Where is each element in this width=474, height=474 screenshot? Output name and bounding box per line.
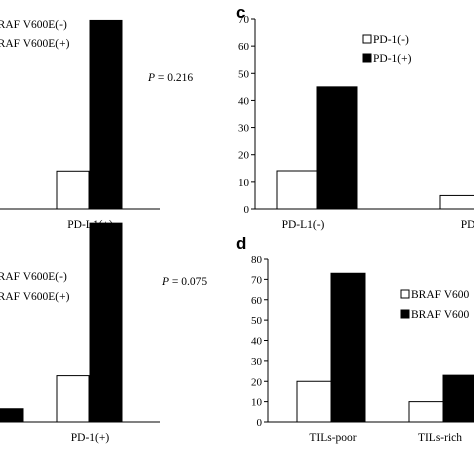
legend-swatch-d-1 xyxy=(400,309,410,319)
y-tick-label-c-5: 50 xyxy=(238,68,250,80)
category-label-c-0: PD-L1(-) xyxy=(282,219,325,231)
category-label-d-1: TILs-rich xyxy=(418,432,462,444)
y-tick-label-d-4: 40 xyxy=(251,336,263,348)
legend-label-a-1: BRAF V600E(+) xyxy=(0,38,70,50)
bar-d-s1-c1 xyxy=(442,374,474,423)
legend-swatch-c-1 xyxy=(362,53,372,63)
legend-label-d-1: BRAF V600 xyxy=(411,309,470,321)
chart-panel-d: TILs-poor TILs-rich 0 10 20 30 40 50 60 70 80 BRAF … xyxy=(251,254,474,444)
panel-label-c: c xyxy=(236,3,245,22)
bar-b-s1-c1 xyxy=(89,222,123,423)
category-label-c-1: PD- xyxy=(461,219,474,231)
p-value-b: P = 0.075 xyxy=(161,276,207,288)
y-tick-label-d-3: 30 xyxy=(251,356,263,368)
y-tick-label-d-2: 20 xyxy=(251,376,263,388)
y-tick-label-c-4: 40 xyxy=(238,95,250,107)
y-tick-label-c-6: 60 xyxy=(238,41,250,53)
y-tick-label-d-8: 80 xyxy=(251,254,263,266)
legend-label-c-1: PD-1(+) xyxy=(373,53,412,65)
y-tick-label-d-7: 70 xyxy=(251,274,263,286)
bar-d-s0-c0 xyxy=(296,380,332,423)
bar-a-s0-c1 xyxy=(56,170,90,210)
y-tick-label-c-0: 0 xyxy=(244,204,250,216)
y-tick-label-d-1: 10 xyxy=(251,397,263,409)
y-tick-label-d-5: 50 xyxy=(251,315,263,327)
bar-a-s1-c1 xyxy=(89,19,123,210)
bar-d-s0-c1 xyxy=(408,401,444,423)
legend-label-b-1: BRAF V600E(+) xyxy=(0,291,70,303)
chart-panel-b: PD-1(+) BRAF V600E(-) BRAF V600E(+) P = 0.0… xyxy=(0,222,207,444)
bar-b-s1-c0 xyxy=(0,408,24,423)
legend-label-c-0: PD-1(-) xyxy=(373,34,409,46)
y-tick-label-c-1: 10 xyxy=(238,177,250,189)
category-label-d-0: TILs-poor xyxy=(309,432,356,444)
y-tick-label-c-7: 70 xyxy=(238,14,250,26)
legend-label-d-0: BRAF V600 xyxy=(411,289,470,301)
y-tick-label-d-6: 60 xyxy=(251,295,263,307)
legend-label-b-0: BRAF V600E(-) xyxy=(0,271,67,283)
legend-label-a-0: BRAF V600E(-) xyxy=(0,19,67,31)
panel-label-d: d xyxy=(236,234,246,253)
bar-c-s1-c0 xyxy=(316,86,358,210)
y-tick-label-d-0: 0 xyxy=(257,417,263,429)
chart-panel-a: PD-L1(+)BRAF V600E(-)BRAF V600E(+)P = 0.… xyxy=(0,19,193,231)
bar-c-s0-c0 xyxy=(276,170,318,210)
p-value-a: P = 0.216 xyxy=(147,72,193,84)
bar-c-s0-c1 xyxy=(439,194,474,210)
chart-panel-c: PD-L1(-) PD- 0 10 20 30 40 50 60 70 PD-1(-) PD-1(+) xyxy=(238,14,474,231)
bar-b-s0-c1 xyxy=(56,375,90,423)
y-tick-label-c-2: 20 xyxy=(238,150,250,162)
bar-d-s1-c0 xyxy=(330,272,366,423)
legend-swatch-c-0 xyxy=(362,34,372,44)
legend-swatch-d-0 xyxy=(400,289,410,299)
y-tick-label-c-3: 30 xyxy=(238,123,250,135)
category-label-b-1: PD-1(+) xyxy=(71,432,110,444)
